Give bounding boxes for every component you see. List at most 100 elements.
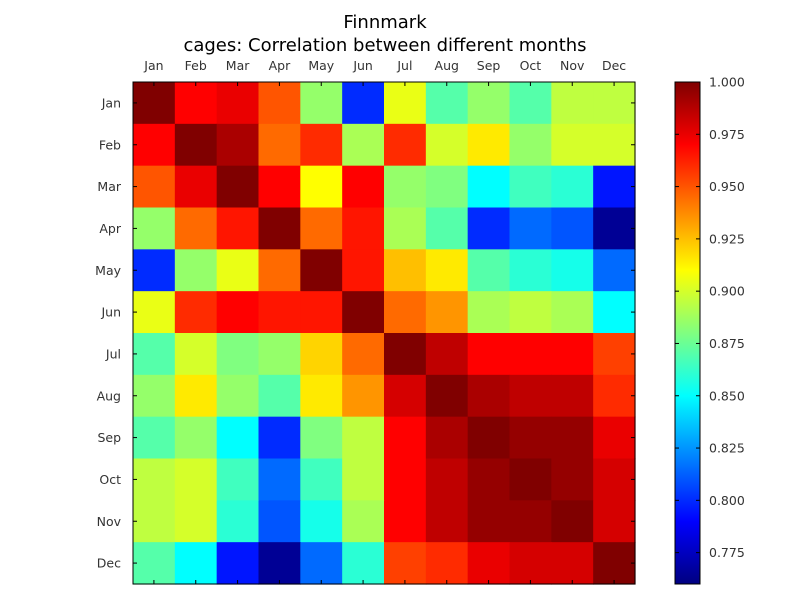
heatmap-cell-dec-mar: [216, 542, 260, 585]
heatmap-cell-feb-jul: [384, 123, 427, 167]
heatmap-cell-jan-nov: [551, 82, 594, 125]
heatmap-cell-jul-sep: [467, 333, 511, 376]
heatmap-cell-aug-mar: [216, 374, 260, 418]
colorbar-tick-label: 1.000: [709, 75, 745, 90]
colorbar-tick-label: 0.875: [709, 336, 745, 351]
x-tick-label: Oct: [520, 58, 542, 73]
heatmap-cell-sep-dec: [593, 416, 636, 460]
heatmap-cell-aug-jan: [133, 374, 176, 418]
heatmap-cell-jul-jan: [133, 333, 176, 376]
heatmap-cell-jun-jul: [384, 291, 427, 334]
heatmap-cell-oct-jan: [133, 458, 176, 501]
heatmap-cell-aug-dec: [593, 374, 636, 418]
x-tick-label: Jul: [396, 58, 412, 73]
heatmap-cell-oct-sep: [467, 458, 511, 501]
heatmap-cell-apr-may: [300, 207, 343, 250]
heatmap-cell-jul-jul: [384, 333, 427, 376]
heatmap-cell-aug-jul: [384, 374, 427, 418]
heatmap-cell-jan-jan: [133, 82, 176, 125]
heatmap-cell-apr-oct: [509, 207, 552, 250]
heatmap-cell-oct-aug: [425, 458, 469, 501]
heatmap-cell-dec-oct: [509, 542, 552, 585]
colorbar-tick-label: 0.975: [709, 127, 745, 142]
heatmap-cell-may-jan: [133, 249, 176, 292]
heatmap-cell-jun-dec: [593, 291, 636, 334]
heatmap-cell-apr-mar: [216, 207, 260, 250]
heatmap-cell-feb-jun: [342, 123, 385, 167]
heatmap-cell-dec-may: [300, 542, 343, 585]
y-tick-label: Feb: [99, 137, 121, 152]
heatmap-cell-feb-apr: [258, 123, 301, 167]
y-tick-label: Aug: [97, 388, 121, 403]
heatmap-cell-jan-dec: [593, 82, 636, 125]
heatmap-cell-jan-aug: [425, 82, 469, 125]
heatmap-cell-nov-jul: [384, 500, 427, 543]
heatmap-cell-jan-may: [300, 82, 343, 125]
heatmap-cell-aug-nov: [551, 374, 594, 418]
heatmap-cell-dec-sep: [467, 542, 511, 585]
x-tick-labels: Jan Feb Mar Apr May Jun Jul Aug Sep Oct Nov Dec: [143, 58, 626, 73]
heatmap-cell-jan-sep: [467, 82, 511, 125]
heatmap-cell-jul-nov: [551, 333, 594, 376]
heatmap-cell-feb-nov: [551, 123, 594, 167]
heatmap-cell-may-sep: [467, 249, 511, 292]
heatmap-cell-oct-mar: [216, 458, 260, 501]
colorbar-gradient: [674, 81, 701, 585]
heatmap-cell-feb-aug: [425, 123, 469, 167]
heatmap-cell-nov-jan: [133, 500, 176, 543]
x-tick-label: Apr: [269, 58, 291, 73]
colorbar-tick-label: 0.925: [709, 231, 745, 246]
heatmap-cell-apr-aug: [425, 207, 469, 250]
heatmap-cell-oct-feb: [174, 458, 218, 501]
heatmap-cell-mar-apr: [258, 165, 301, 209]
heatmap-cell-may-aug: [425, 249, 469, 292]
heatmap-cell-mar-nov: [551, 165, 594, 209]
colorbar-tick-label: 0.850: [709, 388, 745, 403]
heatmap-cell-mar-jul: [384, 165, 427, 209]
heatmap-cell-apr-feb: [174, 207, 218, 250]
heatmap-cell-jul-dec: [593, 333, 636, 376]
heatmap-cell-jan-jun: [342, 82, 385, 125]
heatmap-cell-jun-sep: [467, 291, 511, 334]
colorbar-tick-label: 0.900: [709, 284, 745, 299]
heatmap-cell-nov-sep: [467, 500, 511, 543]
heatmap-cell-mar-mar: [216, 165, 260, 209]
y-tick-label: Oct: [99, 472, 121, 487]
heatmap-cell-sep-sep: [467, 416, 511, 460]
heatmap-cell-jul-aug: [425, 333, 469, 376]
colorbar-tick-label: 0.775: [709, 545, 745, 560]
heatmap-cell-sep-feb: [174, 416, 218, 460]
heatmap-cell-jun-aug: [425, 291, 469, 334]
heatmap-cell-may-dec: [593, 249, 636, 292]
heatmap-cell-sep-may: [300, 416, 343, 460]
heatmap-cell-mar-oct: [509, 165, 552, 209]
heatmap-cell-aug-apr: [258, 374, 301, 418]
heatmap-cell-jul-mar: [216, 333, 260, 376]
heatmap-ticks: [133, 82, 635, 584]
heatmap-cell-nov-jun: [342, 500, 385, 543]
x-tick-label: May: [308, 58, 334, 73]
heatmap-cell-mar-feb: [174, 165, 218, 209]
y-tick-label: Apr: [99, 221, 121, 236]
heatmap-cell-jul-apr: [258, 333, 301, 376]
heatmap-cell-dec-feb: [174, 542, 218, 585]
heatmap-cell-apr-jun: [342, 207, 385, 250]
y-tick-label: May: [95, 263, 121, 278]
y-tick-label: Nov: [97, 514, 122, 529]
heatmap-cell-aug-aug: [425, 374, 469, 418]
heatmap-cell-jan-mar: [216, 82, 260, 125]
heatmap-cell-apr-dec: [593, 207, 636, 250]
heatmap-cell-jun-feb: [174, 291, 218, 334]
heatmap-cell-jun-nov: [551, 291, 594, 334]
heatmap-cell-dec-jan: [133, 542, 176, 585]
heatmap-cell-dec-apr: [258, 542, 301, 585]
heatmap-frame: [132, 81, 636, 585]
heatmap-cell-aug-jun: [342, 374, 385, 418]
heatmap-cell-aug-oct: [509, 374, 552, 418]
x-tick-label: Feb: [185, 58, 207, 73]
heatmap-cell-sep-jul: [384, 416, 427, 460]
heatmap-cell-may-nov: [551, 249, 594, 292]
x-tick-label: Aug: [435, 58, 459, 73]
y-tick-label: Mar: [97, 179, 121, 194]
